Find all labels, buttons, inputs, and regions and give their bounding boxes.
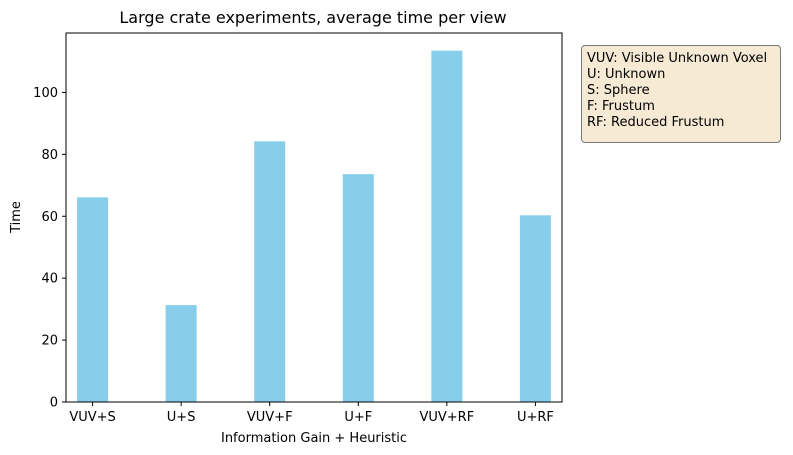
annotation-box: VUV: Visible Unknown Voxel U: Unknown S:…: [581, 45, 781, 143]
bar-vuv-s: [77, 197, 109, 402]
bar-vuv-rf: [431, 50, 463, 402]
x-tick-label: VUV+RF: [419, 410, 474, 425]
annotation-line: U: Unknown: [587, 67, 666, 82]
y-tick-label: 40: [41, 272, 58, 287]
annotation-line: RF: Reduced Frustum: [587, 115, 725, 130]
plot-frame: [65, 32, 563, 403]
y-tick-label: 100: [33, 86, 58, 101]
annotation-line: F: Frustum: [587, 99, 655, 114]
bars-group: [77, 50, 551, 402]
x-axis-label: Information Gain + Heuristic: [221, 431, 407, 446]
x-tick-label: U+RF: [517, 410, 554, 425]
chart-title: Large crate experiments, average time pe…: [119, 8, 506, 27]
annotation-line: S: Sphere: [587, 83, 650, 98]
bar-u-s: [165, 305, 197, 402]
x-tick-label: U+S: [167, 410, 196, 425]
bar-u-f: [342, 174, 374, 402]
y-tick-label: 0: [50, 396, 58, 411]
bar-u-rf: [519, 215, 551, 402]
bar-vuv-f: [254, 141, 286, 402]
annotation-line: VUV: Visible Unknown Voxel: [587, 51, 768, 66]
y-tick-label: 80: [41, 148, 58, 163]
x-axis: VUV+S U+S VUV+F U+F VUV+RF U+RF: [69, 402, 554, 425]
y-tick-label: 60: [41, 210, 58, 225]
x-tick-label: U+F: [344, 410, 372, 425]
y-tick-label: 20: [41, 334, 58, 349]
x-tick-label: VUV+S: [69, 410, 115, 425]
y-axis: 0 20 40 60 80 100: [33, 86, 66, 411]
y-axis-label: Time: [9, 201, 24, 234]
x-tick-label: VUV+F: [247, 410, 293, 425]
